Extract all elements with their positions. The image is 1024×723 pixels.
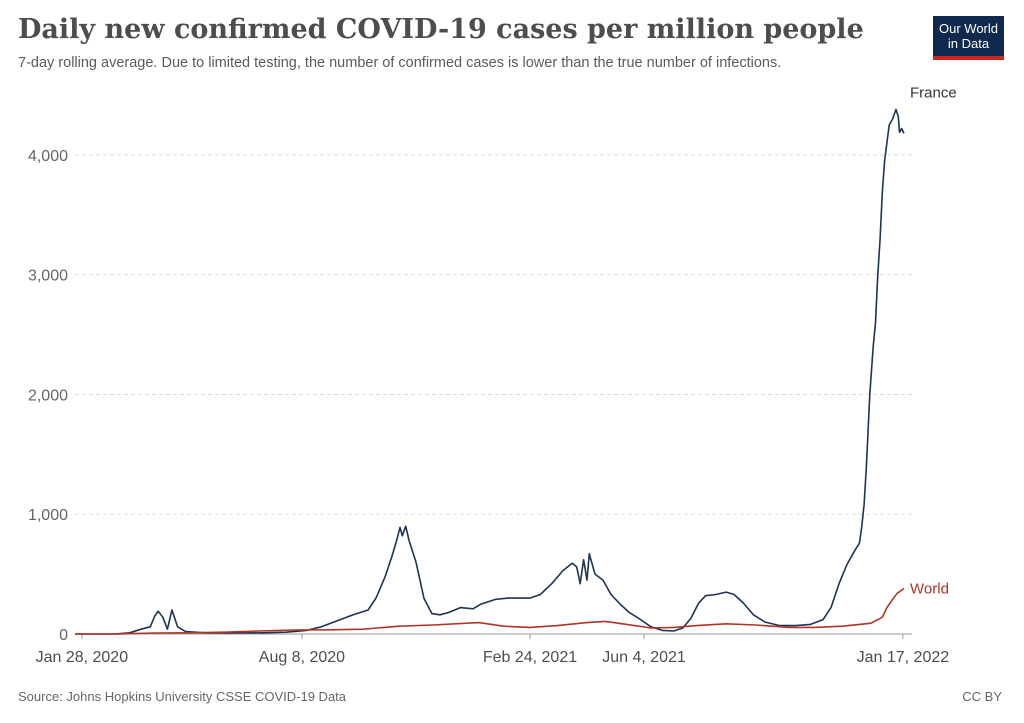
chart-title: Daily new confirmed COVID-19 cases per m… xyxy=(18,14,864,45)
y-axis-ticks: 0 1,000 2,000 3,000 4,000 xyxy=(28,148,68,644)
license-label[interactable]: CC BY xyxy=(962,689,1002,704)
logo-line-1: Our World xyxy=(939,21,998,36)
series-line-france[interactable] xyxy=(75,108,905,635)
series-labels: France World xyxy=(910,84,957,597)
y-tick-label: 1,000 xyxy=(28,507,68,524)
x-tick-label: Jan 17, 2022 xyxy=(857,649,950,666)
series-lines xyxy=(74,108,905,635)
series-label-world[interactable]: World xyxy=(910,580,949,597)
logo-line-2: in Data xyxy=(947,36,990,51)
y-tick-label: 0 xyxy=(59,627,68,644)
x-tick-label: Jan 28, 2020 xyxy=(36,649,129,666)
y-tick-label: 2,000 xyxy=(28,387,68,404)
owid-logo[interactable]: Our World in Data xyxy=(933,16,1004,60)
x-axis: Jan 28, 2020 Aug 8, 2020 Feb 24, 2021 Jun 4… xyxy=(36,633,950,666)
series-label-france[interactable]: France xyxy=(910,84,957,101)
y-tick-label: 3,000 xyxy=(28,268,68,285)
grid-lines xyxy=(75,154,912,515)
x-tick-label: Aug 8, 2020 xyxy=(259,649,345,666)
chart-subtitle: 7-day rolling average. Due to limited te… xyxy=(18,55,782,71)
x-tick-label: Feb 24, 2021 xyxy=(483,649,577,666)
y-tick-label: 4,000 xyxy=(28,148,68,165)
line-chart: 0 1,000 2,000 3,000 4,000 Jan 28, 2020 Aug 8,… xyxy=(28,84,957,666)
x-tick-label: Jun 4, 2021 xyxy=(602,649,686,666)
series-line-world[interactable] xyxy=(74,587,905,635)
source-note[interactable]: Source: Johns Hopkins University CSSE CO… xyxy=(18,689,347,704)
